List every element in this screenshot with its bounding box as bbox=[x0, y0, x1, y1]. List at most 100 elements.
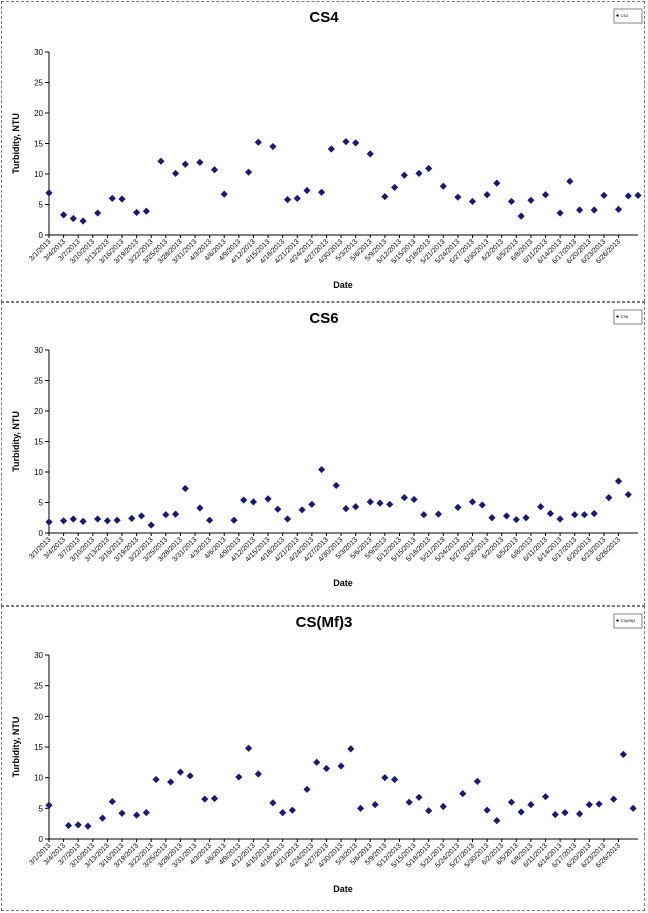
x-axis-title: Date bbox=[333, 884, 353, 894]
data-point bbox=[405, 798, 413, 806]
data-point bbox=[147, 521, 155, 529]
data-point bbox=[527, 801, 535, 809]
data-point bbox=[240, 496, 248, 504]
legend-label: CS(Mf)3 bbox=[621, 618, 637, 623]
data-point bbox=[512, 515, 520, 524]
data-point bbox=[575, 206, 584, 214]
data-point bbox=[108, 194, 116, 202]
data-point bbox=[546, 509, 554, 518]
data-point bbox=[201, 795, 209, 803]
data-point bbox=[64, 821, 73, 830]
data-point bbox=[537, 503, 545, 511]
data-point bbox=[94, 515, 102, 523]
data-point bbox=[45, 801, 53, 809]
data-point bbox=[614, 205, 623, 213]
data-point bbox=[439, 182, 447, 190]
data-point bbox=[425, 807, 433, 815]
legend-box bbox=[613, 8, 643, 24]
x-axis-title: Date bbox=[333, 280, 353, 290]
data-point bbox=[181, 484, 189, 493]
y-tick-label: 5 bbox=[39, 804, 44, 813]
data-point bbox=[473, 777, 481, 785]
data-point bbox=[244, 168, 253, 176]
legend-label: CS6 bbox=[621, 314, 630, 319]
data-point bbox=[366, 150, 374, 158]
data-point bbox=[332, 481, 340, 490]
data-point bbox=[210, 794, 219, 803]
data-point bbox=[45, 518, 53, 526]
data-point bbox=[415, 169, 423, 177]
data-point bbox=[590, 206, 598, 214]
legend-marker bbox=[616, 619, 619, 622]
data-point bbox=[269, 142, 277, 151]
data-point bbox=[152, 775, 160, 784]
y-tick-label: 5 bbox=[39, 499, 44, 508]
data-point bbox=[254, 770, 262, 778]
data-point bbox=[527, 196, 535, 204]
data-point bbox=[79, 217, 87, 225]
y-axis-title: Turbidity, NTU bbox=[11, 717, 21, 778]
data-point bbox=[614, 477, 623, 485]
data-point bbox=[196, 158, 204, 167]
data-point bbox=[342, 138, 350, 146]
chart-title: CS(Mf)3 bbox=[296, 614, 353, 631]
chart-panel-cs4: CS4 CS4 0 5 10 15 20 25 30 3/1/2013 3/4/2013 3/7/20… bbox=[1, 1, 645, 302]
data-point bbox=[162, 511, 170, 519]
data-point bbox=[69, 515, 77, 523]
data-point bbox=[254, 138, 262, 146]
data-point bbox=[118, 195, 126, 203]
data-point bbox=[600, 191, 608, 199]
data-point bbox=[634, 191, 642, 199]
chart-svg: CS6 CS60510152025303/1/20133/4/20133/7/20… bbox=[11, 309, 643, 588]
data-point bbox=[230, 516, 238, 524]
y-tick-label: 30 bbox=[34, 346, 43, 355]
data-point bbox=[556, 515, 564, 523]
data-point bbox=[468, 197, 477, 206]
data-point bbox=[366, 498, 374, 506]
data-point bbox=[507, 197, 516, 206]
data-point bbox=[371, 801, 379, 809]
data-point bbox=[629, 804, 637, 812]
data-point bbox=[400, 494, 408, 502]
legend-marker bbox=[616, 14, 619, 17]
data-point bbox=[517, 808, 525, 816]
chart-svg: CS(Mf)3 CS(Mf)30510152025303/1/20133/4/20… bbox=[11, 613, 643, 894]
data-point bbox=[556, 209, 564, 217]
data-point bbox=[585, 801, 593, 809]
data-point bbox=[69, 214, 77, 223]
legend: CS(Mf)3 bbox=[613, 613, 643, 629]
data-point bbox=[454, 193, 462, 201]
legend-box bbox=[613, 309, 643, 325]
data-point bbox=[206, 516, 214, 524]
y-tick-label: 15 bbox=[34, 140, 43, 149]
data-point bbox=[488, 514, 496, 522]
legend: CS4 bbox=[613, 8, 643, 24]
data-point bbox=[459, 790, 467, 798]
chart-svg: CS4 CS40510152025303/1/20133/4/20133/7/20… bbox=[11, 8, 643, 290]
data-point bbox=[181, 160, 189, 168]
data-point bbox=[595, 800, 603, 808]
data-point bbox=[128, 514, 136, 522]
data-point bbox=[541, 191, 550, 199]
y-tick-label: 25 bbox=[34, 79, 43, 88]
data-point bbox=[400, 171, 408, 179]
legend-label: CS4 bbox=[621, 13, 630, 18]
data-point bbox=[293, 194, 301, 202]
data-point bbox=[74, 821, 82, 829]
y-tick-label: 0 bbox=[39, 529, 44, 538]
y-tick-label: 15 bbox=[34, 438, 43, 447]
legend-box bbox=[613, 613, 643, 629]
chart-title: CS4 bbox=[309, 9, 339, 26]
chart-title: CS6 bbox=[309, 310, 338, 327]
data-point bbox=[79, 517, 87, 526]
data-point bbox=[347, 745, 355, 753]
data-point bbox=[502, 512, 511, 520]
data-point bbox=[381, 774, 389, 782]
y-tick-label: 20 bbox=[34, 109, 43, 118]
y-tick-label: 30 bbox=[34, 651, 43, 660]
data-point bbox=[313, 758, 321, 766]
data-point bbox=[483, 806, 491, 814]
data-point bbox=[137, 512, 146, 520]
data-point bbox=[483, 191, 491, 199]
y-tick-label: 20 bbox=[34, 712, 43, 721]
